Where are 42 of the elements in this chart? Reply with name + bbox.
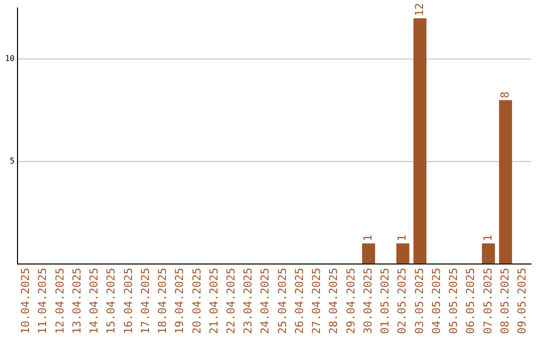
data-label: 1 xyxy=(361,234,374,242)
x-tick-label: 23.04.2025 xyxy=(242,268,255,334)
x-tick-label: 27.04.2025 xyxy=(310,268,324,334)
x-tick-label: 28.04.2025 xyxy=(327,268,340,334)
x-tick-label: 25.04.2025 xyxy=(276,268,289,334)
bar xyxy=(499,100,512,264)
x-tick-label: 21.04.2025 xyxy=(207,268,220,334)
x-tick-label: 02.05.2025 xyxy=(396,268,409,334)
x-tick-label: 22.04.2025 xyxy=(224,268,238,334)
bar xyxy=(482,243,495,264)
x-tick-label: 24.04.2025 xyxy=(258,268,272,334)
x-tick-label: 05.05.2025 xyxy=(447,268,460,334)
x-tick-label: 04.05.2025 xyxy=(430,268,443,334)
x-tick-label: 09.05.2025 xyxy=(516,268,529,334)
data-label: 12 xyxy=(412,2,426,16)
data-label: 1 xyxy=(396,234,409,242)
x-tick-label: 06.05.2025 xyxy=(464,268,478,334)
x-tick-label: 10.04.2025 xyxy=(19,268,32,334)
data-label: 8 xyxy=(498,91,512,98)
bar xyxy=(396,243,410,264)
x-tick-label: 15.04.2025 xyxy=(104,268,118,334)
x-tick-label: 12.04.2025 xyxy=(53,268,66,334)
x-tick-label: 29.04.2025 xyxy=(344,268,358,334)
x-tick-label: 20.04.2025 xyxy=(190,268,204,334)
y-tick-label: 5 xyxy=(10,156,15,166)
bar xyxy=(362,243,376,264)
x-tick-label: 07.05.2025 xyxy=(481,268,494,334)
x-tick-label: 17.04.2025 xyxy=(138,268,152,334)
x-tick-label: 18.04.2025 xyxy=(156,268,170,334)
x-tick-label: 14.04.2025 xyxy=(88,268,101,334)
x-tick-label: 11.04.2025 xyxy=(36,268,50,334)
y-tick-label: 10 xyxy=(4,54,15,64)
bar xyxy=(413,18,426,264)
x-tick-label: 26.04.2025 xyxy=(292,268,306,334)
x-tick-label: 13.04.2025 xyxy=(70,268,84,334)
x-tick-label: 03.05.2025 xyxy=(412,268,426,334)
data-label: 1 xyxy=(481,234,494,242)
x-tick-label: 08.05.2025 xyxy=(498,268,512,334)
x-tick-label: 19.04.2025 xyxy=(173,268,186,334)
x-tick-label: 16.04.2025 xyxy=(122,268,135,334)
x-tick-label: 30.04.2025 xyxy=(361,268,374,334)
x-tick-label: 01.05.2025 xyxy=(378,268,392,334)
